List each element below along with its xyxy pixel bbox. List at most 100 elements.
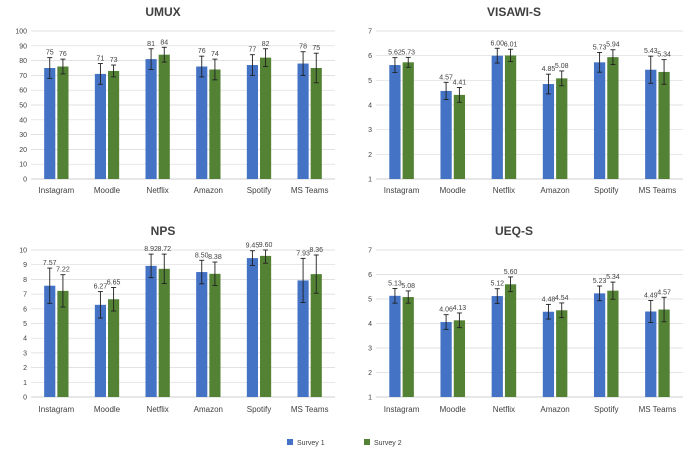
category-label: Netflix	[493, 186, 515, 195]
y-tick-label: 3	[368, 346, 372, 353]
bar-netflix-survey-2	[504, 284, 517, 397]
category-label: Spotify	[594, 405, 618, 414]
category-label: Moodle	[440, 405, 467, 414]
data-label: 6.65	[107, 279, 121, 286]
data-label: 5.43	[644, 48, 658, 55]
bar-amazon-survey-1	[542, 311, 555, 397]
data-label: 8.50	[195, 252, 209, 259]
data-label: 77	[249, 47, 257, 54]
y-tick-label: 1	[368, 395, 372, 402]
bar-ms-teams-survey-1	[297, 63, 309, 180]
y-tick-label: 3	[23, 350, 27, 357]
y-tick-label: 5	[23, 321, 27, 328]
data-label: 8.92	[144, 246, 158, 253]
bar-netflix-survey-2	[158, 268, 170, 397]
bar-amazon-survey-2	[209, 273, 221, 397]
data-label: 4.85	[542, 66, 556, 73]
y-tick-label: 0	[23, 177, 27, 184]
y-tick-label: 2	[368, 152, 372, 159]
bar-spotify-survey-1	[593, 293, 606, 397]
y-tick-label: 8	[23, 277, 27, 284]
bar-amazon-survey-2	[209, 69, 221, 179]
y-tick-label: 1	[368, 177, 372, 184]
category-label: Amazon	[540, 405, 569, 414]
bar-netflix-survey-2	[158, 54, 170, 179]
category-label: Instagram	[384, 405, 420, 414]
bar-instagram-survey-2	[402, 297, 414, 397]
y-tick-label: 40	[19, 117, 27, 124]
bar-netflix-survey-1	[145, 59, 157, 180]
bar-instagram-survey-2	[57, 290, 69, 397]
bar-ms-teams-survey-1	[645, 311, 657, 397]
data-label: 7.22	[56, 267, 70, 274]
bar-ms-teams-survey-2	[658, 309, 670, 397]
data-label: 5.62	[388, 50, 402, 57]
y-tick-label: 6	[368, 53, 372, 60]
bar-moodle-survey-2	[453, 94, 466, 179]
data-label: 78	[299, 44, 307, 51]
y-tick-label: 7	[368, 248, 372, 255]
bar-spotify-survey-2	[260, 255, 272, 397]
bar-instagram-survey-1	[389, 295, 401, 397]
data-label: 8.72	[157, 246, 171, 253]
bar-moodle-survey-2	[108, 70, 120, 179]
bar-netflix-survey-2	[504, 55, 517, 179]
data-label: 6.00	[490, 40, 504, 47]
chart-panel-0: UMUX 0 10 20 30 40 50 60 70 80 90 100 75 76 Instagram 7…	[15, 5, 335, 195]
category-label: MS Teams	[639, 186, 677, 195]
data-label: 74	[211, 51, 219, 58]
data-label: 84	[160, 39, 168, 46]
y-tick-label: 2	[23, 365, 27, 372]
y-tick-label: 100	[15, 29, 27, 36]
data-label: 5.73	[593, 44, 607, 51]
bar-moodle-survey-1	[94, 73, 106, 179]
data-label: 5.23	[593, 278, 607, 285]
y-tick-label: 5	[368, 78, 372, 85]
category-label: Amazon	[194, 405, 223, 414]
bar-amazon-survey-1	[196, 272, 208, 397]
bar-spotify-survey-2	[607, 290, 619, 397]
data-label: 4.49	[644, 292, 658, 299]
data-label: 4.54	[555, 295, 569, 302]
bar-spotify-survey-1	[593, 62, 606, 179]
data-label: 75	[312, 45, 320, 52]
y-tick-label: 4	[23, 336, 27, 343]
data-label: 4.13	[453, 305, 467, 312]
bar-netflix-survey-1	[491, 55, 503, 179]
y-tick-label: 6	[368, 272, 372, 279]
y-tick-label: 10	[19, 248, 27, 255]
category-label: Moodle	[94, 405, 121, 414]
data-label: 4.57	[657, 289, 671, 296]
bar-ms-teams-survey-2	[310, 68, 322, 179]
y-tick-label: 90	[19, 43, 27, 50]
bar-amazon-survey-1	[196, 66, 208, 179]
y-tick-label: 3	[368, 127, 372, 134]
y-tick-label: 6	[23, 306, 27, 313]
y-tick-label: 50	[19, 103, 27, 110]
category-label: Moodle	[440, 186, 467, 195]
category-label: Instagram	[39, 405, 75, 414]
y-tick-label: 5	[368, 297, 372, 304]
legend-label-survey-2: Survey 2	[374, 440, 402, 447]
chart-title: VISAWI-S	[487, 5, 541, 19]
data-label: 5.73	[401, 49, 415, 56]
data-label: 5.94	[606, 42, 620, 49]
bar-spotify-survey-1	[246, 258, 258, 397]
bar-amazon-survey-2	[556, 78, 568, 179]
data-label: 71	[97, 56, 105, 63]
category-label: Instagram	[39, 186, 75, 195]
chart-panel-2: NPS 0 1 2 3 4 5 6 7 8 9 10 7.577.22 Instagram 6.276.65…	[19, 224, 335, 414]
legend-swatch-survey-1	[287, 439, 293, 445]
bar-spotify-survey-1	[246, 65, 258, 179]
chart-panel-3: UEQ-S 1 2 3 4 5 6 7 5.13 5.08 Instagram 4.06 4.13 Moo…	[368, 224, 683, 414]
data-label: 8.38	[208, 254, 222, 261]
bar-instagram-survey-1	[44, 68, 56, 179]
bar-moodle-survey-1	[440, 322, 452, 397]
y-tick-label: 7	[368, 29, 372, 36]
category-label: Netflix	[493, 405, 515, 414]
data-label: 9.45	[246, 243, 260, 250]
category-label: Netflix	[147, 405, 169, 414]
bar-spotify-survey-2	[260, 57, 272, 179]
